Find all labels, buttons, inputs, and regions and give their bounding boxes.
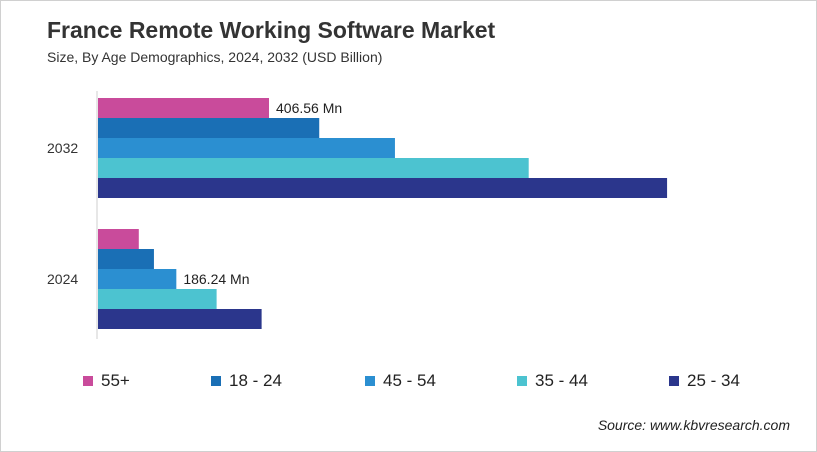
- bar-2024-18-24: [98, 249, 154, 269]
- data-label: 186.24 Mn: [183, 271, 249, 287]
- legend-item: 25 - 34: [669, 371, 740, 391]
- bar-2024-35-44: [98, 289, 217, 309]
- legend: 55+ 18 - 24 45 - 54 35 - 44 25 - 34: [1, 371, 816, 395]
- bar-2032-55+: [98, 98, 269, 118]
- legend-label: 18 - 24: [229, 371, 282, 390]
- bar-2024-45-54: [98, 269, 177, 289]
- bar-2032-18-24: [98, 118, 320, 138]
- legend-item: 35 - 44: [517, 371, 588, 391]
- legend-label: 35 - 44: [535, 371, 588, 390]
- legend-swatch: [517, 376, 527, 386]
- legend-swatch: [669, 376, 679, 386]
- source-note: Source: www.kbvresearch.com: [597, 417, 790, 433]
- plot-area: 2032 406.56 Mn 2024 186.24 Mn: [47, 91, 668, 339]
- legend-item: 18 - 24: [211, 371, 282, 391]
- bar-2032-35-44: [98, 158, 529, 178]
- legend-swatch: [365, 376, 375, 386]
- legend-swatch: [83, 376, 93, 386]
- bar-2032-25-34: [98, 178, 668, 198]
- legend-swatch: [211, 376, 221, 386]
- chart-subtitle: Size, By Age Demographics, 2024, 2032 (U…: [47, 49, 383, 65]
- legend-label: 45 - 54: [383, 371, 436, 390]
- bar-2024-55+: [98, 229, 139, 249]
- data-label: 406.56 Mn: [276, 100, 342, 116]
- bar-2024-25-34: [98, 309, 262, 329]
- legend-label: 25 - 34: [687, 371, 740, 390]
- chart-title: France Remote Working Software Market: [47, 17, 496, 43]
- legend-label: 55+: [101, 371, 130, 390]
- category-label: 2024: [47, 271, 78, 287]
- legend-item: 55+: [83, 371, 130, 391]
- bar-2032-45-54: [98, 138, 395, 158]
- legend-item: 45 - 54: [365, 371, 436, 391]
- category-label: 2032: [47, 140, 78, 156]
